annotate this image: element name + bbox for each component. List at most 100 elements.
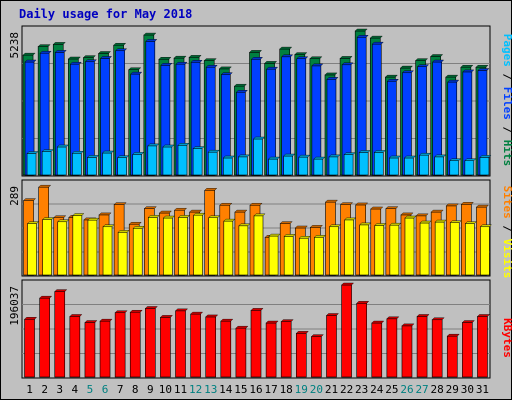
- bar-kbytes-6-top: [99, 318, 113, 322]
- bar-hits-18-top: [279, 46, 293, 50]
- bar-files-13-top: [205, 65, 218, 68]
- bar-kbytes-4: [69, 316, 81, 378]
- bar-kbytes-7: [114, 312, 126, 378]
- bar-visits-1-top: [23, 198, 37, 201]
- bar-kbytes-23: [356, 303, 367, 378]
- bar-pages-22-top: [343, 152, 356, 155]
- bar-files-4-top: [69, 62, 82, 65]
- bar-visits-7-top: [113, 202, 127, 205]
- bar-sites-7-top: [117, 230, 130, 233]
- bar-sites-27: [419, 222, 430, 276]
- bar-sites-12: [193, 214, 203, 276]
- bar-files-6-top: [100, 56, 113, 59]
- bar-kbytes-3: [54, 291, 66, 378]
- bar-sites-29-top: [449, 220, 462, 223]
- bar-hits-29-top: [445, 74, 459, 78]
- bar-sites-18: [283, 236, 294, 276]
- x-tick-day-16: 16: [249, 383, 262, 396]
- legend-visits: Visits: [501, 239, 512, 279]
- bar-pages-9-top: [147, 143, 160, 147]
- x-tick-day-10: 10: [159, 383, 172, 396]
- bar-sites-9: [148, 217, 158, 276]
- bar-pages-6: [102, 152, 112, 176]
- bar-pages-14-top: [222, 155, 235, 159]
- bar-sites-30-top: [464, 221, 477, 224]
- bar-sites-5: [87, 219, 98, 276]
- bar-visits-23-top: [355, 202, 369, 206]
- bar-pages-23: [358, 152, 369, 176]
- bar-hits-4-top: [67, 56, 81, 60]
- bar-sites-6: [102, 226, 113, 276]
- bar-sites-5-top: [87, 217, 100, 221]
- bar-sites-17: [268, 235, 279, 276]
- bar-sites-3: [57, 221, 68, 276]
- bar-files-12-top: [190, 60, 203, 63]
- x-tick-day-9: 9: [147, 383, 154, 396]
- bar-files-17-top: [266, 66, 279, 70]
- bar-kbytes-15-top: [235, 325, 249, 329]
- x-tick-day-17: 17: [264, 383, 277, 396]
- bar-pages-20-top: [313, 156, 326, 160]
- bar-kbytes-9-top: [144, 306, 158, 309]
- bar-kbytes-7-top: [114, 310, 128, 313]
- bar-pages-4: [72, 152, 82, 176]
- bar-sites-28-top: [434, 219, 447, 223]
- bar-pages-11: [177, 145, 188, 176]
- bar-visits-20-top: [309, 225, 323, 228]
- bar-kbytes-14: [220, 320, 232, 378]
- x-tick-day-26: 26: [400, 383, 413, 396]
- bar-kbytes-25: [386, 318, 398, 378]
- bar-files-2-top: [39, 51, 52, 54]
- x-tick-day-7: 7: [117, 383, 124, 396]
- bar-kbytes-24-top: [371, 320, 385, 324]
- x-tick-day-12: 12: [189, 383, 202, 396]
- bar-kbytes-28-top: [431, 317, 445, 320]
- bar-kbytes-10: [160, 317, 171, 378]
- x-tick-day-29: 29: [446, 383, 459, 396]
- panel-hits: 5238: [8, 25, 492, 177]
- bar-pages-24-top: [373, 150, 386, 153]
- bar-sites-28: [434, 221, 445, 276]
- legend-sites-visits: Sites / Visits: [501, 186, 512, 279]
- bar-kbytes-10-top: [159, 315, 173, 318]
- bar-kbytes-2-top: [39, 295, 53, 299]
- bar-pages-22: [343, 154, 354, 176]
- bar-visits-12-top: [189, 209, 203, 213]
- bar-kbytes-17: [265, 322, 277, 378]
- panel-kbytes-ymax-label: 196037: [8, 286, 21, 326]
- bar-files-25-top: [386, 79, 399, 82]
- bar-sites-10: [163, 217, 173, 276]
- bar-sites-18-top: [283, 234, 296, 237]
- bar-pages-28: [434, 156, 444, 176]
- x-tick-day-19: 19: [295, 383, 308, 396]
- bar-kbytes-30: [462, 322, 473, 378]
- bar-sites-4-top: [72, 213, 85, 216]
- bar-kbytes-17-top: [265, 320, 279, 324]
- bar-sites-21: [329, 226, 339, 276]
- bar-pages-1: [26, 153, 37, 176]
- bar-sites-15-top: [238, 223, 251, 226]
- x-tick-day-5: 5: [87, 383, 94, 396]
- bar-pages-19-top: [298, 154, 311, 158]
- bar-hits-31-top: [475, 65, 489, 68]
- bar-sites-29: [449, 222, 460, 276]
- bar-hits-14-top: [218, 66, 232, 70]
- bar-sites-23-top: [359, 222, 372, 226]
- legend-hits: Hits: [501, 140, 512, 167]
- bar-kbytes-11: [175, 310, 186, 378]
- bar-kbytes-26: [401, 325, 413, 378]
- bar-sites-26-top: [404, 215, 417, 219]
- bar-kbytes-8: [129, 311, 141, 378]
- bar-pages-31: [479, 157, 490, 176]
- bar-kbytes-5-top: [84, 320, 98, 323]
- bar-files-23-top: [356, 35, 369, 38]
- bar-kbytes-12: [190, 313, 201, 378]
- bar-visits-13-top: [204, 188, 218, 191]
- x-tick-day-21: 21: [325, 383, 338, 396]
- bar-sites-17-top: [268, 233, 281, 237]
- bar-pages-27-top: [419, 153, 432, 156]
- bar-files-10-top: [160, 63, 173, 66]
- bar-sites-26: [404, 217, 415, 276]
- bar-kbytes-6: [99, 320, 111, 378]
- bar-visits-31-top: [475, 204, 489, 208]
